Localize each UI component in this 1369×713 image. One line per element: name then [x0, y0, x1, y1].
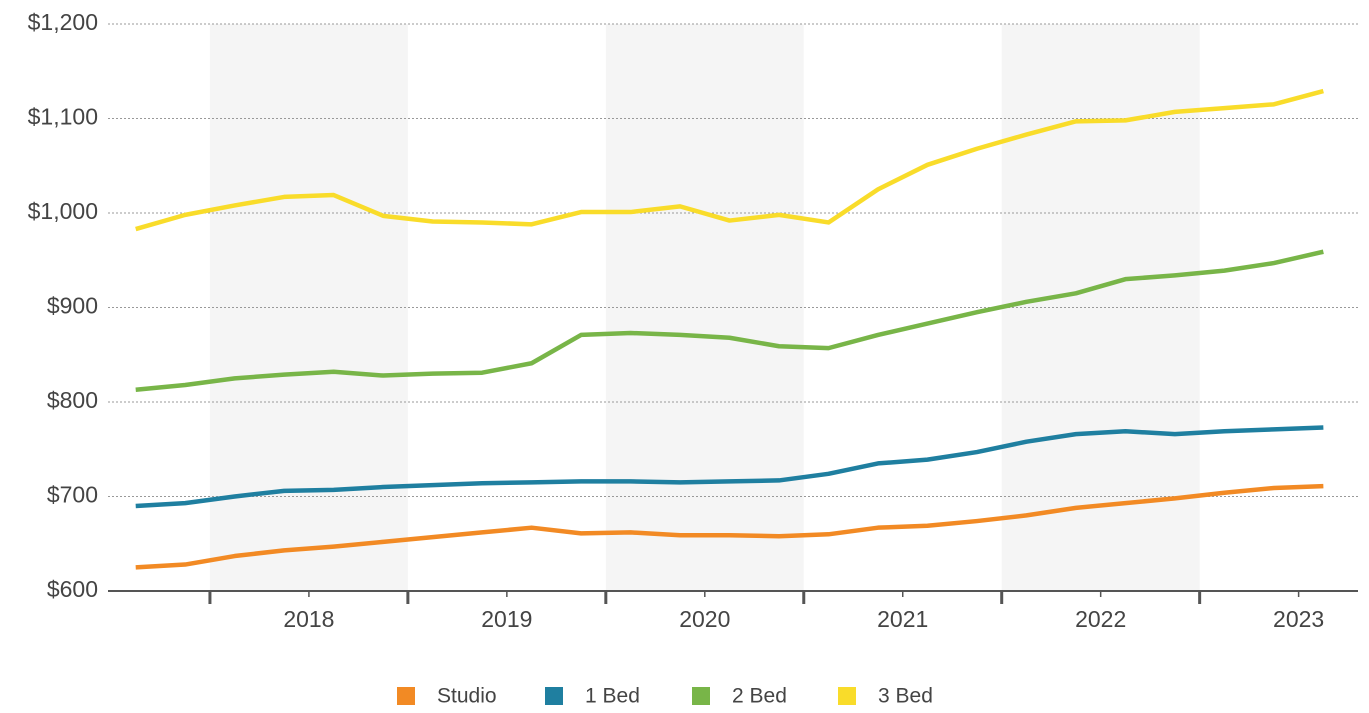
legend-swatch	[397, 687, 415, 705]
x-tick-label: 2019	[481, 606, 532, 632]
y-tick-label: $1,100	[28, 104, 98, 130]
y-tick-label: $1,000	[28, 198, 98, 224]
y-tick-label: $700	[47, 482, 98, 508]
x-tick-label: 2020	[679, 606, 730, 632]
series-line	[135, 425, 1324, 509]
x-tick-label: 2018	[283, 606, 334, 632]
series-line	[135, 249, 1324, 392]
x-tick-label: 2023	[1273, 606, 1324, 632]
legend-swatch	[838, 687, 856, 705]
legend-label: 1 Bed	[585, 685, 640, 708]
x-tick-label: 2021	[877, 606, 928, 632]
legend-swatch	[545, 687, 563, 705]
y-tick-label: $1,200	[28, 9, 98, 35]
y-tick-label: $900	[47, 293, 98, 319]
legend-label: Studio	[437, 685, 497, 708]
legend-swatch	[692, 687, 710, 705]
legend-label: 3 Bed	[878, 685, 933, 708]
y-tick-label: $600	[47, 576, 98, 602]
legend-label: 2 Bed	[732, 685, 787, 708]
series-line	[135, 88, 1324, 232]
series-line	[135, 483, 1324, 570]
y-tick-label: $800	[47, 387, 98, 413]
x-tick-label: 2022	[1075, 606, 1126, 632]
